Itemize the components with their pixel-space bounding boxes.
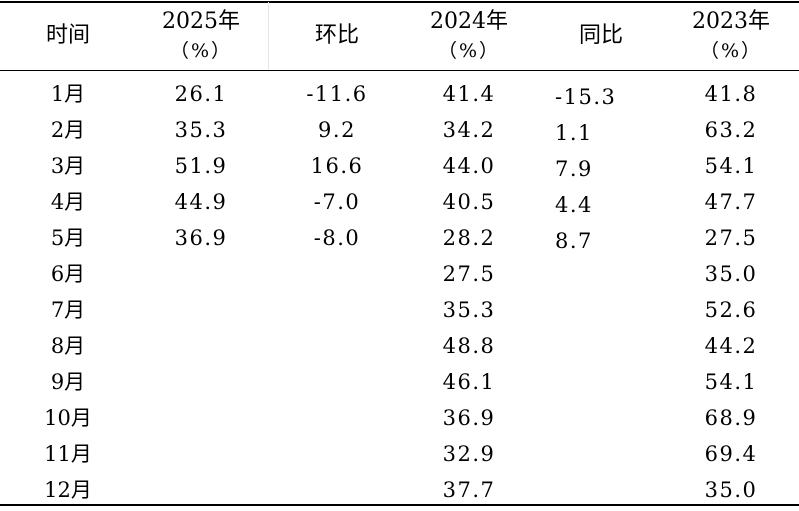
cell-2024: 46.1 xyxy=(442,370,496,394)
cell-2024: 28.2 xyxy=(442,226,496,250)
cell-2025 xyxy=(160,256,242,292)
header-2025-unit: （%） xyxy=(169,40,233,62)
cell-yoy: 8.7 xyxy=(555,229,593,253)
cell-month: 9月 xyxy=(50,370,86,394)
cell-mom xyxy=(292,364,382,400)
cell-month: 4月 xyxy=(50,190,86,214)
cell-2023: 27.5 xyxy=(704,226,758,250)
header-2025-label: 2025年 xyxy=(162,9,240,34)
cell-2025 xyxy=(160,472,242,508)
cell-2025 xyxy=(160,364,242,400)
cell-mom xyxy=(292,436,382,472)
cell-mom xyxy=(292,328,382,364)
cell-2023: 54.1 xyxy=(704,370,758,394)
cell-yoy: 7.9 xyxy=(555,157,593,181)
cell-2024: 36.9 xyxy=(442,406,496,430)
cell-yoy: 1.1 xyxy=(555,121,593,145)
header-2023-label: 2023年 xyxy=(692,9,770,34)
cell-2024: 41.4 xyxy=(442,82,496,106)
cell-mom: -11.6 xyxy=(306,82,368,106)
cell-2025: 35.3 xyxy=(174,118,228,142)
cell-month: 3月 xyxy=(50,154,86,178)
cell-yoy: 4.4 xyxy=(555,193,593,217)
cell-2024: 27.5 xyxy=(442,262,496,286)
cell-month: 5月 xyxy=(50,226,86,250)
cell-2025: 44.9 xyxy=(174,190,228,214)
cell-2023: 44.2 xyxy=(704,334,758,358)
cell-yoy xyxy=(555,295,637,331)
cell-month: 8月 xyxy=(50,334,86,358)
cell-yoy xyxy=(555,259,637,295)
cell-month: 12月 xyxy=(44,478,92,502)
header-divider xyxy=(268,2,269,70)
cell-month: 1月 xyxy=(50,82,86,106)
cell-mom xyxy=(292,292,382,328)
table-top-rule xyxy=(0,1,799,3)
cell-2025: 36.9 xyxy=(174,226,228,250)
cell-2024: 37.7 xyxy=(442,478,496,502)
cell-mom: 16.6 xyxy=(310,154,364,178)
cell-yoy xyxy=(555,367,637,403)
cell-2023: 47.7 xyxy=(704,190,758,214)
table-bottom-rule xyxy=(0,504,799,506)
header-2023-unit: （%） xyxy=(699,40,763,62)
cell-2025: 51.9 xyxy=(174,154,228,178)
cell-2023: 68.9 xyxy=(704,406,758,430)
cell-month: 2月 xyxy=(50,118,86,142)
cell-month: 6月 xyxy=(50,262,86,286)
cell-month: 11月 xyxy=(44,442,92,466)
cell-mom: -7.0 xyxy=(313,190,361,214)
header-2024-unit: （%） xyxy=(437,40,501,62)
header-bottom-rule xyxy=(0,70,799,71)
cell-mom: 9.2 xyxy=(318,118,356,142)
header-yoy: 同比 xyxy=(560,3,642,69)
cell-month: 7月 xyxy=(50,298,86,322)
cell-2023: 52.6 xyxy=(704,298,758,322)
header-2023: 2023年 （%） xyxy=(680,3,782,69)
cell-2025 xyxy=(160,436,242,472)
cell-yoy: -15.3 xyxy=(555,85,617,109)
cell-2023: 69.4 xyxy=(704,442,758,466)
header-month: 时间 xyxy=(28,3,108,69)
cell-2025 xyxy=(160,328,242,364)
cell-mom xyxy=(292,256,382,292)
header-yoy-label: 同比 xyxy=(578,23,623,48)
cell-2024: 48.8 xyxy=(442,334,496,358)
cell-2025 xyxy=(160,292,242,328)
header-mom-label: 环比 xyxy=(314,23,359,48)
cell-2024: 34.2 xyxy=(442,118,496,142)
cell-mom xyxy=(292,400,382,436)
header-month-label: 时间 xyxy=(45,23,90,48)
cell-2023: 54.1 xyxy=(704,154,758,178)
cell-2023: 35.0 xyxy=(704,262,758,286)
cell-yoy xyxy=(555,331,637,367)
header-mom: 环比 xyxy=(292,3,382,69)
cell-month: 10月 xyxy=(44,406,92,430)
cell-2025 xyxy=(160,400,242,436)
cell-2025: 26.1 xyxy=(174,82,228,106)
header-2024-label: 2024年 xyxy=(430,9,508,34)
cell-yoy xyxy=(555,403,637,439)
cell-yoy xyxy=(555,439,637,475)
cell-2024: 32.9 xyxy=(442,442,496,466)
header-2024: 2024年 （%） xyxy=(418,3,520,69)
cell-2024: 40.5 xyxy=(442,190,496,214)
header-2025: 2025年 （%） xyxy=(150,3,252,69)
cell-2023: 41.8 xyxy=(704,82,758,106)
cell-mom xyxy=(292,472,382,508)
cell-yoy xyxy=(555,475,637,511)
cell-2024: 44.0 xyxy=(442,154,496,178)
cell-mom: -8.0 xyxy=(313,226,361,250)
cell-2024: 35.3 xyxy=(442,298,496,322)
cell-2023: 63.2 xyxy=(704,118,758,142)
cell-2023: 35.0 xyxy=(704,478,758,502)
